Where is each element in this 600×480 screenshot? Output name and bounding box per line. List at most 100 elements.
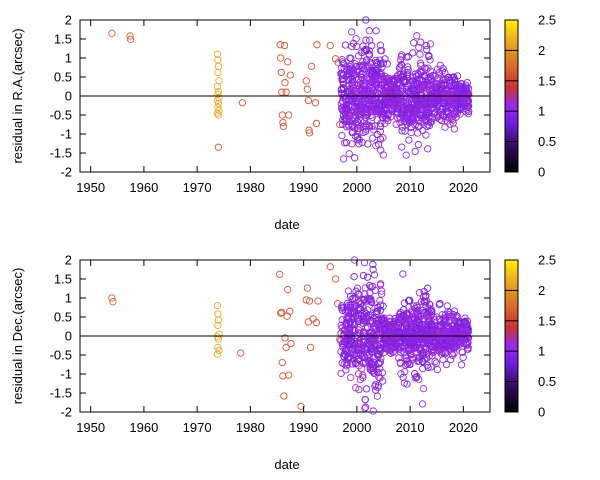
colorbar-segment [505, 22, 518, 25]
data-point [358, 138, 366, 147]
data-point [368, 339, 376, 347]
data-point [215, 346, 223, 355]
data-point [213, 82, 222, 91]
colorbar-segment [505, 378, 518, 381]
colorbar-tick-label: 0 [538, 405, 545, 420]
colorbar-segment [505, 74, 518, 77]
data-point [375, 107, 383, 115]
data-point [286, 307, 294, 315]
data-point [357, 109, 365, 118]
colorbar-segment [505, 90, 518, 93]
data-point [433, 365, 442, 374]
data-point [305, 297, 314, 305]
data-point [378, 89, 386, 97]
colorbar-segment [505, 406, 518, 409]
data-point [374, 369, 382, 377]
data-point [423, 45, 431, 54]
data-point [400, 379, 409, 387]
data-point [436, 88, 445, 96]
data-point [302, 77, 310, 85]
x-tick-label: 2020 [449, 180, 478, 195]
data-point [355, 128, 364, 136]
data-point [406, 339, 414, 347]
colorbar-segment [505, 408, 518, 411]
data-point [435, 107, 443, 115]
data-point [360, 259, 369, 267]
colorbar-segment [505, 106, 518, 109]
colorbar-segment [505, 302, 518, 305]
colorbar-segment [505, 152, 518, 155]
data-point [377, 327, 385, 335]
colorbar-segment [505, 298, 518, 301]
data-point [434, 96, 442, 104]
data-point [361, 404, 369, 412]
data-point [464, 110, 472, 118]
colorbar-segment [505, 324, 518, 327]
colorbar-segment [505, 94, 518, 97]
data-point [350, 273, 358, 281]
data-point [214, 321, 222, 330]
data-point [458, 333, 466, 342]
data-point [369, 134, 377, 142]
colorbar-segment [505, 360, 518, 363]
data-point [409, 49, 417, 57]
data-point [465, 107, 473, 115]
data-point [428, 307, 436, 316]
data-point [385, 338, 393, 346]
data-point [356, 71, 364, 79]
data-point [385, 323, 393, 331]
colorbar-segment [505, 44, 518, 47]
data-point [376, 122, 385, 130]
data-point [363, 88, 371, 96]
colorbar-segment [505, 48, 518, 51]
data-point [453, 72, 462, 80]
colorbar-segment [505, 366, 518, 369]
dec-y-ticks: -2 -1.5 -1 -0.5 0 0.5 1 1.5 2 [50, 253, 490, 420]
data-point [344, 287, 353, 295]
colorbar-segment [505, 126, 518, 129]
data-point [382, 345, 390, 353]
data-point [312, 119, 321, 128]
colorbar-segment [505, 102, 518, 105]
data-point [356, 349, 364, 358]
data-point [373, 130, 381, 139]
data-point [376, 340, 384, 348]
data-point [416, 59, 425, 67]
data-point [414, 81, 422, 89]
data-point [312, 319, 321, 327]
data-point [362, 16, 370, 24]
data-point [402, 321, 411, 329]
colorbar-segment [505, 112, 518, 115]
data-point [411, 370, 419, 378]
data-point [376, 374, 384, 382]
colorbar-segment [505, 402, 518, 405]
data-point [364, 140, 372, 148]
data-point [362, 46, 371, 54]
data-point [281, 334, 289, 342]
data-point [338, 55, 346, 64]
data-point [359, 271, 368, 280]
data-point [282, 343, 290, 352]
data-point [444, 74, 452, 82]
data-point [415, 289, 424, 297]
data-point [371, 304, 379, 313]
colorbar-segment [505, 60, 518, 63]
data-point [284, 285, 292, 294]
data-point [277, 54, 285, 62]
data-point [213, 301, 222, 310]
data-point [354, 136, 362, 144]
colorbar-tick-label: 2.5 [538, 13, 556, 28]
colorbar-segment [505, 46, 518, 49]
data-point [429, 101, 437, 109]
colorbar-segment [505, 368, 518, 371]
data-point [348, 82, 356, 91]
data-point [342, 366, 350, 374]
data-point [441, 123, 449, 131]
colorbar-segment [505, 276, 518, 279]
data-point [454, 326, 462, 334]
colorbar-segment [505, 306, 518, 309]
data-point [361, 117, 369, 125]
data-point [337, 85, 345, 94]
colorbar-segment [505, 278, 518, 281]
